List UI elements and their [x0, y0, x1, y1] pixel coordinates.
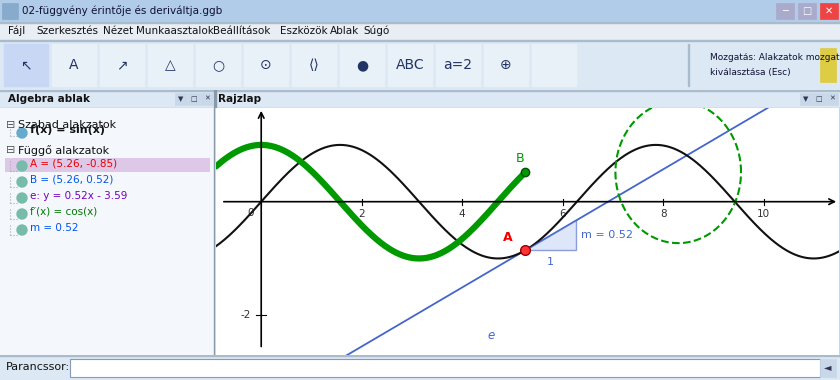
Bar — [0, 40, 840, 41]
Text: e: e — [487, 329, 495, 342]
Text: □: □ — [191, 96, 197, 102]
Text: 4: 4 — [459, 209, 465, 219]
Bar — [820, 48, 836, 82]
Circle shape — [17, 225, 27, 235]
Circle shape — [17, 128, 27, 138]
Text: 8: 8 — [660, 209, 666, 219]
Text: ●: ● — [356, 58, 368, 72]
Text: 0: 0 — [247, 207, 254, 218]
Bar — [52, 44, 96, 86]
Bar — [820, 359, 836, 377]
Bar — [244, 44, 288, 86]
Text: Szabad alakzatok: Szabad alakzatok — [18, 120, 116, 130]
Circle shape — [17, 161, 27, 171]
Bar — [4, 44, 48, 86]
Bar — [776, 3, 794, 19]
Bar — [100, 44, 144, 86]
Text: B: B — [516, 152, 524, 165]
Text: m = 0.52: m = 0.52 — [580, 230, 633, 240]
Text: ✕: ✕ — [204, 96, 210, 102]
Text: e: y = 0.52x - 3.59: e: y = 0.52x - 3.59 — [30, 191, 128, 201]
Text: Nézet: Nézet — [102, 26, 133, 36]
Text: Szerkesztés: Szerkesztés — [36, 26, 98, 36]
Text: ⊟: ⊟ — [6, 145, 15, 155]
Text: Rajzlap: Rajzlap — [218, 94, 261, 104]
Bar — [388, 44, 432, 86]
Bar — [214, 90, 216, 108]
Bar — [532, 44, 576, 86]
Text: Fájl: Fájl — [8, 26, 25, 36]
Text: Algebra ablak: Algebra ablak — [8, 94, 90, 104]
Text: ▼: ▼ — [803, 96, 809, 102]
Circle shape — [17, 193, 27, 203]
Text: ─: ─ — [782, 6, 788, 16]
Text: ↖: ↖ — [20, 58, 32, 72]
Text: □: □ — [802, 6, 811, 16]
Bar — [820, 3, 838, 19]
Bar — [175, 93, 187, 105]
Text: □: □ — [816, 96, 822, 102]
Text: -2: -2 — [241, 310, 251, 320]
Bar — [201, 93, 213, 105]
Bar — [5, 158, 210, 172]
Text: 6: 6 — [559, 209, 566, 219]
Text: Beállítások: Beállítások — [213, 26, 270, 36]
Text: 2: 2 — [359, 209, 365, 219]
Text: 1: 1 — [547, 257, 554, 267]
Bar — [214, 108, 215, 355]
Text: 10: 10 — [757, 209, 770, 219]
Bar — [148, 44, 192, 86]
Text: a=2: a=2 — [444, 58, 472, 72]
Bar — [0, 355, 840, 356]
Text: ✕: ✕ — [825, 6, 833, 16]
Bar — [826, 93, 838, 105]
Text: Ablak: Ablak — [330, 26, 360, 36]
Text: f′(x) = cos(x): f′(x) = cos(x) — [30, 207, 97, 217]
Text: A = (5.26, -0.85): A = (5.26, -0.85) — [30, 159, 117, 169]
Text: A: A — [69, 58, 79, 72]
Bar — [188, 93, 200, 105]
Text: ⊕: ⊕ — [500, 58, 512, 72]
Text: ABC: ABC — [396, 58, 424, 72]
Bar — [436, 44, 480, 86]
Text: B = (5.26, 0.52): B = (5.26, 0.52) — [30, 175, 113, 185]
Bar — [2, 3, 18, 19]
Text: A: A — [503, 231, 512, 244]
Polygon shape — [526, 220, 575, 250]
Text: △: △ — [165, 58, 176, 72]
Text: ▼: ▼ — [178, 96, 184, 102]
Text: 02-függvény érintője és deriváltja.ggb: 02-függvény érintője és deriváltja.ggb — [22, 6, 223, 16]
Text: Parancssor:: Parancssor: — [6, 363, 70, 372]
Text: ⊟: ⊟ — [6, 120, 15, 130]
Text: ○: ○ — [212, 58, 224, 72]
Text: m = 0.52: m = 0.52 — [30, 223, 78, 233]
Text: Mozgatás: Alakzatok mozgatása vagy: Mozgatás: Alakzatok mozgatása vagy — [710, 54, 840, 62]
Bar — [292, 44, 336, 86]
Text: ✕: ✕ — [829, 96, 835, 102]
Text: Súgó: Súgó — [364, 26, 390, 36]
Bar — [798, 3, 816, 19]
Text: kiválasztása (Esc): kiválasztása (Esc) — [710, 68, 790, 76]
Bar — [484, 44, 528, 86]
Circle shape — [17, 209, 27, 219]
Text: Eszközök: Eszközök — [280, 26, 328, 36]
Bar — [688, 44, 689, 86]
Text: Munkaasztalok: Munkaasztalok — [136, 26, 214, 36]
Bar — [340, 44, 384, 86]
Bar — [196, 44, 240, 86]
Text: f(x) = sin(x): f(x) = sin(x) — [30, 125, 105, 135]
Bar — [800, 93, 812, 105]
Text: ⊙: ⊙ — [260, 58, 272, 72]
Bar — [813, 93, 825, 105]
Circle shape — [17, 177, 27, 187]
FancyBboxPatch shape — [70, 359, 820, 377]
Text: ⟨⟩: ⟨⟩ — [308, 58, 319, 72]
Text: Függő alakzatok: Függő alakzatok — [18, 145, 109, 156]
Text: ↗: ↗ — [116, 58, 128, 72]
Text: ◄: ◄ — [824, 363, 832, 372]
